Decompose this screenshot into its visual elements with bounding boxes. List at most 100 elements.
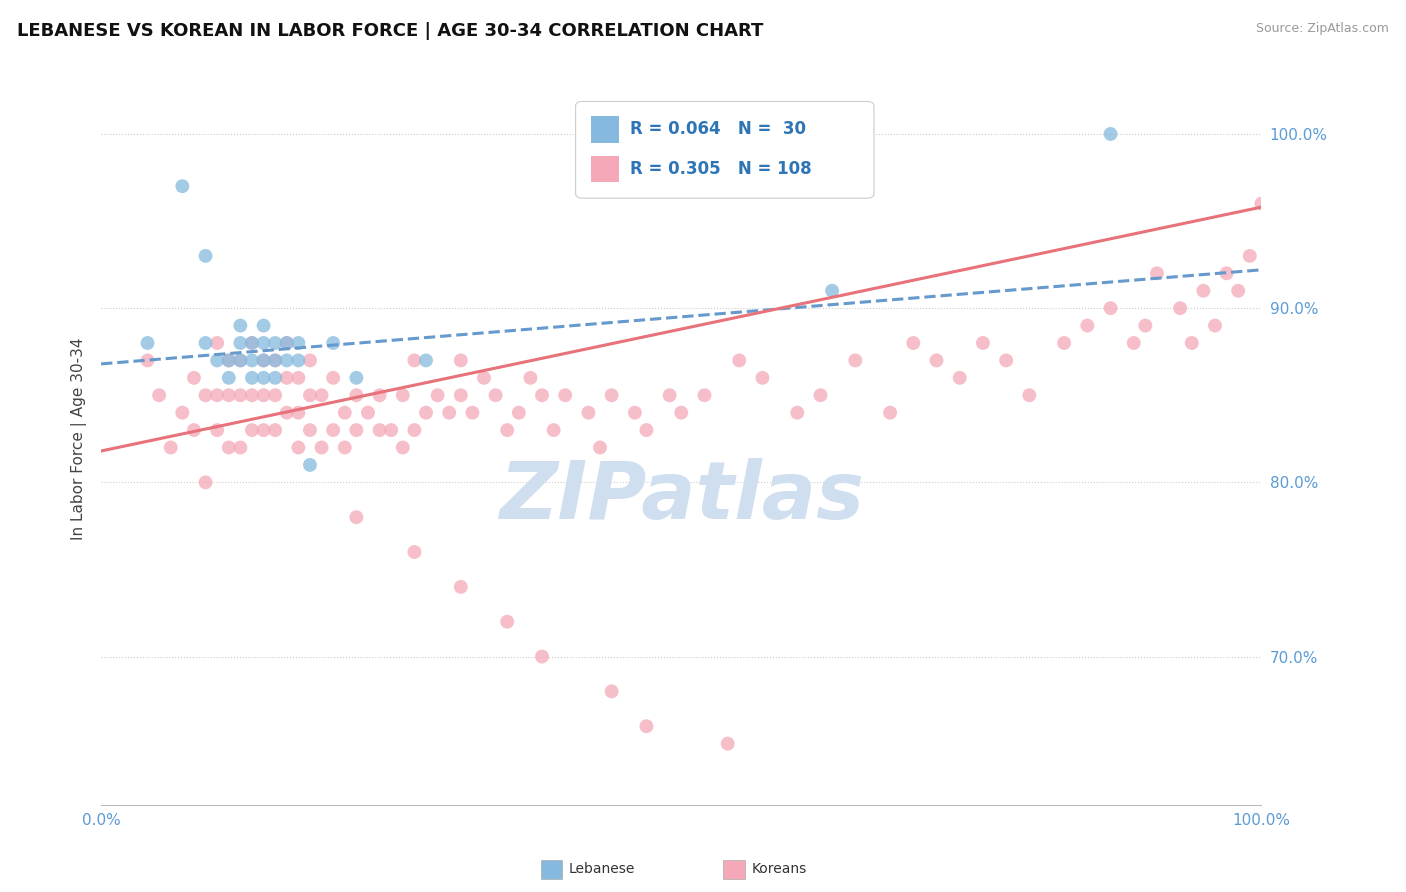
Point — [1122, 336, 1144, 351]
Point — [136, 353, 159, 368]
Point — [218, 353, 240, 368]
Point — [810, 388, 832, 402]
Point — [1181, 336, 1204, 351]
Point — [287, 371, 309, 385]
Point — [311, 388, 333, 402]
Point — [322, 336, 344, 351]
Point — [252, 353, 274, 368]
Point — [205, 353, 228, 368]
Point — [344, 423, 367, 437]
Point — [368, 388, 391, 402]
Point — [172, 406, 194, 420]
Point — [229, 353, 252, 368]
Point — [717, 737, 740, 751]
Point — [485, 388, 508, 402]
Point — [229, 336, 252, 351]
Point — [240, 423, 263, 437]
Point — [1135, 318, 1157, 333]
Point — [183, 423, 205, 437]
Point — [276, 336, 298, 351]
Point — [264, 336, 287, 351]
Point — [205, 388, 228, 402]
Point — [554, 388, 576, 402]
Point — [311, 441, 333, 455]
Point — [589, 441, 612, 455]
Point — [276, 371, 298, 385]
Point — [264, 353, 287, 368]
Text: R = 0.064   N =  30: R = 0.064 N = 30 — [630, 120, 807, 138]
Point — [322, 371, 344, 385]
Point — [240, 336, 263, 351]
Point — [252, 336, 274, 351]
Point — [404, 423, 426, 437]
Point — [1227, 284, 1250, 298]
Point — [344, 371, 367, 385]
Point — [322, 423, 344, 437]
Point — [995, 353, 1018, 368]
Point — [472, 371, 495, 385]
Point — [404, 545, 426, 559]
Point — [543, 423, 565, 437]
Point — [240, 388, 263, 402]
Point — [1146, 266, 1168, 280]
Point — [415, 353, 437, 368]
Point — [1099, 301, 1122, 315]
Point — [218, 371, 240, 385]
Point — [194, 249, 217, 263]
Point — [751, 371, 773, 385]
Point — [344, 388, 367, 402]
Point — [450, 580, 472, 594]
Point — [276, 336, 298, 351]
Point — [821, 284, 844, 298]
Point — [252, 423, 274, 437]
Point — [252, 371, 274, 385]
Point — [658, 388, 681, 402]
Point — [1018, 388, 1040, 402]
Point — [380, 423, 402, 437]
Point — [298, 353, 321, 368]
Point — [450, 353, 472, 368]
Point — [496, 423, 519, 437]
Point — [240, 336, 263, 351]
Point — [159, 441, 181, 455]
Point — [1204, 318, 1226, 333]
Point — [531, 649, 554, 664]
Point — [508, 406, 530, 420]
Point — [205, 423, 228, 437]
Point — [368, 423, 391, 437]
Point — [844, 353, 866, 368]
Text: R = 0.305   N = 108: R = 0.305 N = 108 — [630, 160, 813, 178]
Point — [194, 475, 217, 490]
Point — [183, 371, 205, 385]
Point — [671, 406, 693, 420]
Point — [903, 336, 925, 351]
Point — [1053, 336, 1076, 351]
Point — [194, 388, 217, 402]
Point — [879, 406, 901, 420]
Point — [461, 406, 484, 420]
Point — [252, 353, 274, 368]
Point — [333, 441, 356, 455]
Point — [1076, 318, 1098, 333]
Point — [344, 510, 367, 524]
Point — [426, 388, 449, 402]
Point — [205, 336, 228, 351]
Point — [298, 388, 321, 402]
Point — [276, 353, 298, 368]
Point — [287, 353, 309, 368]
Point — [229, 388, 252, 402]
Point — [1099, 127, 1122, 141]
Point — [450, 388, 472, 402]
Point — [287, 441, 309, 455]
Point — [264, 388, 287, 402]
Text: ZIPatlas: ZIPatlas — [499, 458, 863, 536]
Point — [1168, 301, 1191, 315]
Point — [298, 423, 321, 437]
Point — [240, 371, 263, 385]
Point — [218, 441, 240, 455]
Point — [391, 388, 413, 402]
Point — [229, 318, 252, 333]
Point — [229, 353, 252, 368]
Text: Koreans: Koreans — [752, 863, 807, 876]
Text: LEBANESE VS KOREAN IN LABOR FORCE | AGE 30-34 CORRELATION CHART: LEBANESE VS KOREAN IN LABOR FORCE | AGE … — [17, 22, 763, 40]
